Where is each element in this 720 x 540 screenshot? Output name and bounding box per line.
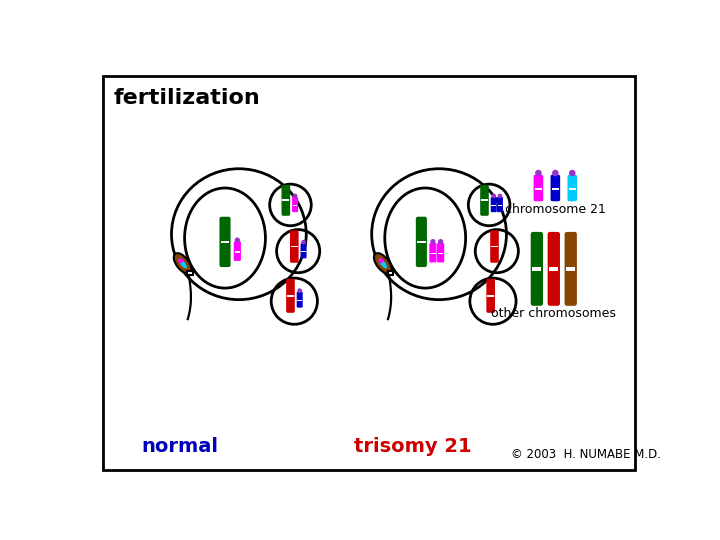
Bar <box>498 205 503 206</box>
FancyBboxPatch shape <box>297 292 302 308</box>
FancyBboxPatch shape <box>292 197 298 212</box>
Circle shape <box>302 240 305 244</box>
FancyBboxPatch shape <box>551 175 560 201</box>
FancyBboxPatch shape <box>486 279 495 313</box>
Bar <box>535 188 542 190</box>
FancyBboxPatch shape <box>548 232 560 306</box>
FancyBboxPatch shape <box>429 243 436 262</box>
FancyBboxPatch shape <box>490 230 499 263</box>
Bar <box>297 300 302 301</box>
FancyBboxPatch shape <box>286 279 294 313</box>
FancyBboxPatch shape <box>480 185 489 216</box>
Circle shape <box>536 171 541 176</box>
Bar <box>291 246 298 247</box>
Bar <box>431 253 436 254</box>
Bar <box>187 271 193 275</box>
Circle shape <box>570 171 575 176</box>
FancyBboxPatch shape <box>300 243 307 258</box>
FancyBboxPatch shape <box>564 232 577 306</box>
Bar <box>492 205 496 206</box>
Circle shape <box>438 240 443 244</box>
Text: © 2003  H. NUMABE M.D.: © 2003 H. NUMABE M.D. <box>511 448 662 461</box>
Circle shape <box>379 259 382 262</box>
FancyBboxPatch shape <box>531 232 543 306</box>
Bar <box>569 188 576 190</box>
FancyBboxPatch shape <box>497 197 503 212</box>
Ellipse shape <box>179 259 186 268</box>
FancyBboxPatch shape <box>234 241 241 261</box>
Bar <box>491 246 498 247</box>
Bar <box>287 295 294 296</box>
FancyBboxPatch shape <box>491 197 497 212</box>
FancyBboxPatch shape <box>416 217 427 267</box>
Circle shape <box>553 171 558 176</box>
Bar <box>301 251 306 252</box>
FancyBboxPatch shape <box>290 230 299 263</box>
Bar <box>282 199 289 201</box>
FancyBboxPatch shape <box>437 243 444 262</box>
Bar <box>417 240 426 244</box>
Bar <box>481 199 488 201</box>
Bar <box>293 205 297 206</box>
Circle shape <box>235 238 239 242</box>
Circle shape <box>179 259 182 262</box>
Bar <box>549 267 559 271</box>
Circle shape <box>431 240 435 244</box>
FancyBboxPatch shape <box>282 185 290 216</box>
FancyBboxPatch shape <box>534 175 543 201</box>
Text: normal: normal <box>142 437 219 456</box>
Circle shape <box>498 194 502 198</box>
Circle shape <box>492 194 495 198</box>
Bar <box>566 267 575 271</box>
Bar <box>387 271 393 275</box>
Bar <box>487 295 494 296</box>
FancyBboxPatch shape <box>567 175 577 201</box>
Circle shape <box>294 194 297 198</box>
Text: other chromosomes: other chromosomes <box>491 307 616 320</box>
Bar <box>221 240 229 244</box>
Text: trisomy 21: trisomy 21 <box>354 437 471 456</box>
Bar <box>552 188 559 190</box>
Bar <box>235 252 240 253</box>
Text: chromosome 21: chromosome 21 <box>505 204 606 217</box>
Ellipse shape <box>174 253 192 274</box>
Ellipse shape <box>374 253 392 274</box>
FancyBboxPatch shape <box>220 217 230 267</box>
Bar <box>438 253 444 254</box>
Ellipse shape <box>379 259 387 268</box>
Text: fertilization: fertilization <box>113 88 260 108</box>
Bar <box>532 267 541 271</box>
Circle shape <box>298 289 301 292</box>
